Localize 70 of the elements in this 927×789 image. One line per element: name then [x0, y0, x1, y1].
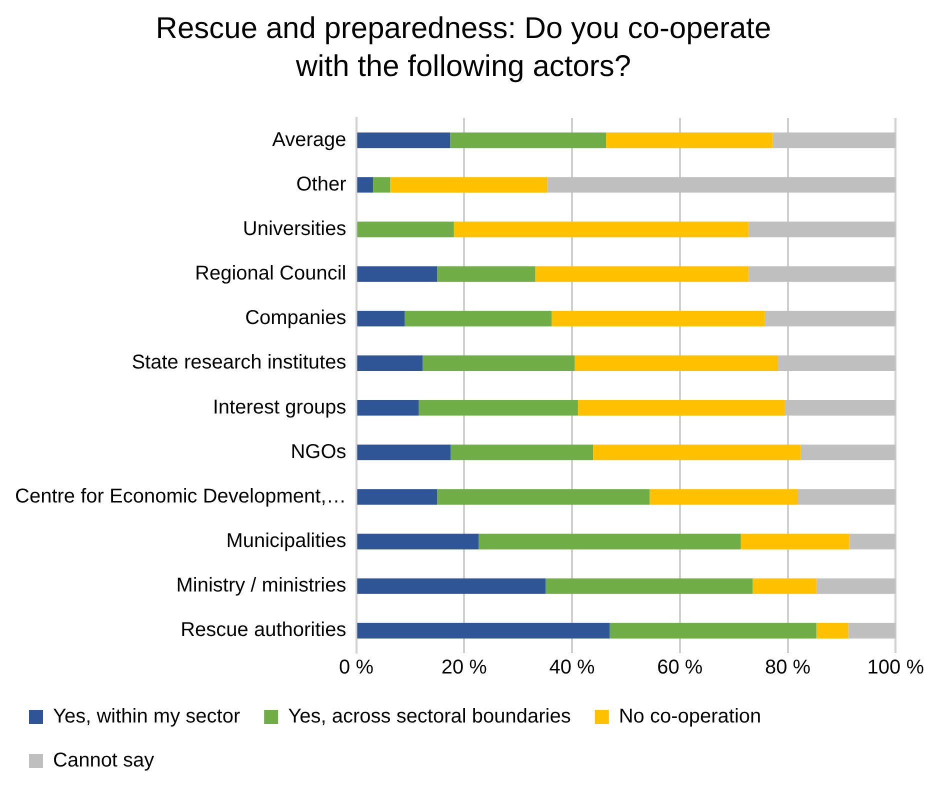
- bar: [740, 534, 850, 550]
- bar: [606, 132, 773, 148]
- bar: [546, 578, 753, 594]
- y-tick-label: Average: [272, 128, 346, 151]
- bar: [450, 444, 594, 460]
- x-tick-label: 20 %: [441, 656, 488, 679]
- bar: [574, 355, 778, 372]
- bar: [357, 177, 373, 193]
- y-tick-label: Other: [296, 173, 347, 196]
- bar: [748, 266, 896, 282]
- y-tick-label: State research institutes: [132, 352, 346, 374]
- bar: [437, 489, 650, 505]
- bar: [610, 622, 816, 639]
- x-tick-label: 40 %: [549, 656, 596, 679]
- bar: [357, 310, 405, 326]
- x-tick-label: 60 %: [657, 656, 703, 679]
- bar: [535, 266, 748, 282]
- bar: [764, 310, 896, 326]
- bar: [390, 177, 548, 193]
- bar: [454, 222, 748, 238]
- bar: [748, 222, 896, 238]
- bar: [849, 534, 896, 550]
- y-tick-label: Rescue authorities: [180, 619, 346, 642]
- bar: [552, 310, 765, 326]
- y-tick-label: Centre for Economic Development,…: [15, 485, 346, 508]
- bar: [357, 222, 454, 238]
- x-tick-label: 80 %: [764, 656, 811, 679]
- bar: [357, 622, 610, 639]
- bar: [357, 578, 546, 594]
- bar: [784, 400, 896, 416]
- bar: [593, 444, 801, 460]
- bar: [547, 177, 896, 193]
- y-tick-label: Regional Council: [195, 262, 346, 285]
- legend-label: Yes, within my sector: [53, 706, 240, 728]
- bar: [772, 132, 896, 148]
- x-tick-label: 0 %: [339, 656, 374, 679]
- bar: [478, 534, 741, 550]
- bar: [418, 400, 578, 416]
- bar: [800, 444, 896, 460]
- y-tick-label: Interest groups: [212, 396, 346, 418]
- y-tick-label: Companies: [245, 307, 346, 330]
- y-tick-label: Ministry / ministries: [176, 574, 346, 597]
- bar: [650, 489, 798, 505]
- bar: [357, 355, 423, 372]
- chart-title: Rescue and preparedness: Do you co-operate with the following actors?: [154, 11, 772, 85]
- bar: [357, 444, 451, 460]
- y-tick-label: Municipalities: [226, 530, 346, 552]
- x-tick-label: 100 %: [867, 656, 924, 679]
- legend-label: No co-operation: [618, 706, 762, 728]
- bar: [816, 622, 848, 639]
- bar: [450, 132, 606, 148]
- bar: [816, 578, 896, 594]
- y-tick-label: Universities: [242, 218, 346, 240]
- bar: [357, 489, 438, 505]
- bar: [357, 534, 479, 550]
- bar: [437, 266, 536, 282]
- bar: [357, 400, 419, 416]
- y-tick-label: NGOs: [290, 440, 346, 463]
- legend-label: Yes, across sectoral boundaries: [288, 706, 571, 728]
- bar: [422, 355, 575, 372]
- bar: [752, 578, 816, 594]
- bar: [357, 132, 450, 148]
- bar: [372, 177, 390, 193]
- bar: [778, 355, 896, 372]
- bar: [578, 400, 785, 416]
- bar: [404, 310, 552, 326]
- bar: [357, 266, 438, 282]
- bar: [797, 489, 896, 505]
- legend-label: Cannot say: [53, 750, 154, 772]
- bar: [848, 622, 896, 639]
